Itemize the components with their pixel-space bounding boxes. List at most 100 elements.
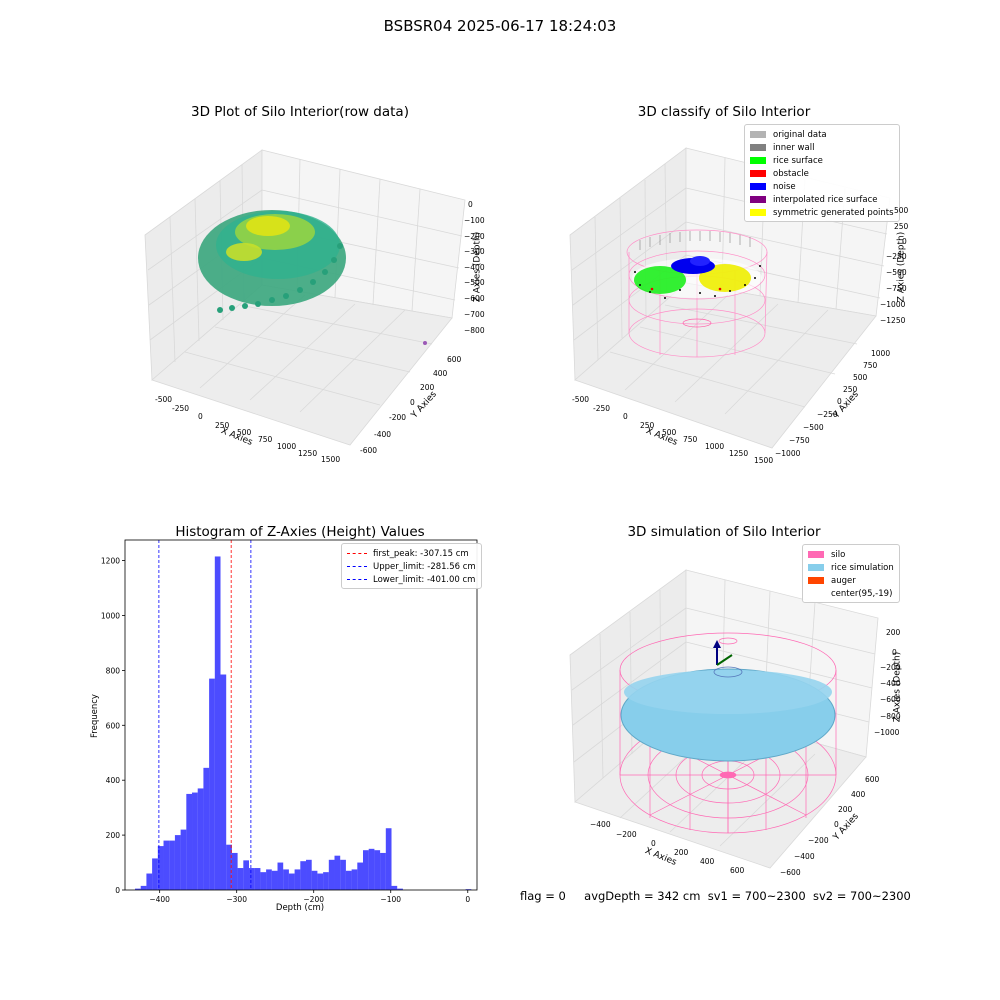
legend-item-interpolated: interpolated rice surface	[750, 193, 894, 206]
histogram-bar	[157, 846, 164, 890]
legend-swatch	[750, 196, 766, 203]
legend-item-obstacle: obstacle	[750, 167, 894, 180]
histogram-x-label: Depth (cm)	[275, 903, 325, 913]
legend-swatch	[750, 209, 766, 216]
legend-swatch	[808, 577, 824, 584]
legend-item-lower-limit: Lower_limit: -401.00 cm	[347, 573, 476, 586]
simulation-z-label: Z Axies (Depth)	[892, 651, 903, 723]
histogram-bar	[317, 873, 324, 890]
histogram-bar	[192, 792, 198, 890]
legend-swatch	[750, 183, 766, 190]
raw-z-label: Z Axies (Depth)	[472, 231, 483, 303]
histogram-bar	[163, 840, 170, 890]
histogram-bar	[311, 870, 318, 890]
histogram-title: Histogram of Z-Axies (Height) Values	[175, 524, 425, 540]
histogram-bar	[209, 678, 215, 890]
histogram-bar	[135, 888, 141, 890]
legend-line	[347, 579, 367, 580]
histogram-bar	[283, 869, 289, 890]
histogram-bar	[391, 885, 398, 890]
y-tick-label: 200	[106, 831, 121, 840]
simulation-silo-wire	[619, 632, 837, 834]
histogram-bar	[174, 835, 181, 890]
legend-line	[347, 566, 367, 567]
x-tick-label: 0	[465, 895, 470, 904]
y-tick-label: 800	[106, 666, 121, 675]
histogram-bar	[197, 788, 204, 890]
classify-plot-title: 3D classify of Silo Interior	[637, 104, 811, 120]
histogram-bar	[260, 872, 267, 890]
classify-silo-wire	[626, 229, 768, 358]
histogram-bar	[140, 885, 147, 890]
y-tick-label: 1200	[101, 557, 120, 566]
histogram-bar	[266, 869, 272, 890]
x-tick-label: −300	[226, 895, 247, 904]
histogram-bar	[465, 889, 472, 890]
legend-swatch	[808, 590, 824, 597]
legend-swatch	[750, 131, 766, 138]
histogram-bar	[380, 852, 386, 890]
legend-item-upper-limit: Upper_limit: -281.56 cm	[347, 560, 476, 573]
histogram-bar	[226, 844, 232, 890]
x-tick-label: −400	[149, 895, 170, 904]
histogram-bar	[146, 873, 153, 890]
sv2-value: sv2 = 700~2300	[812, 889, 911, 903]
legend-item-center: center(95,-19)	[808, 587, 894, 600]
classify-inner-wall	[639, 231, 751, 250]
classify-z-label: Z Axies (Depth)	[896, 231, 907, 303]
flag-value: flag = 0	[520, 889, 566, 903]
histogram-bar	[152, 858, 158, 890]
histogram-bar	[214, 556, 221, 890]
histogram-bar	[169, 840, 175, 890]
raw-plot-title: 3D Plot of Silo Interior(row data)	[191, 104, 409, 120]
legend-item-first-peak: first_peak: -307.15 cm	[347, 547, 476, 560]
simulation-auger-axes	[713, 640, 733, 666]
classify-surface-points	[632, 256, 762, 299]
legend-swatch	[808, 551, 824, 558]
simulation-x-label: X Axies	[643, 846, 678, 868]
simulation-legend: silo rice simulation auger center(95,-19…	[802, 544, 900, 603]
simulation-rice-surface	[620, 666, 836, 762]
figure-title: BSBSR04 2025-06-17 18:24:03	[383, 17, 617, 35]
histogram-bar	[243, 860, 250, 890]
legend-swatch	[750, 157, 766, 164]
histogram-bar	[334, 855, 341, 890]
simulation-3d-axes-box	[569, 569, 879, 869]
legend-item-original-data: original data	[750, 128, 894, 141]
legend-line	[347, 553, 367, 554]
legend-item-rice-simulation: rice simulation	[808, 561, 894, 574]
histogram-bar	[368, 848, 375, 890]
simulation-plot-title: 3D simulation of Silo Interior	[627, 524, 821, 540]
histogram-bar	[249, 868, 255, 890]
histogram-bar	[323, 872, 329, 890]
histogram-bar	[340, 859, 346, 890]
legend-swatch	[808, 564, 824, 571]
histogram-bar	[254, 868, 261, 890]
legend-item-noise: noise	[750, 180, 894, 193]
histogram-bar	[231, 852, 238, 890]
legend-item-silo: silo	[808, 548, 894, 561]
raw-point-cloud	[198, 210, 427, 345]
histogram-bar	[203, 767, 210, 890]
histogram-bar	[186, 793, 193, 890]
legend-item-auger: auger	[808, 574, 894, 587]
histogram-bar	[345, 870, 352, 890]
histogram-bar	[363, 850, 369, 890]
histogram-bar	[357, 862, 364, 890]
histogram-legend: first_peak: -307.15 cm Upper_limit: -281…	[341, 543, 482, 589]
histogram-bar	[300, 861, 307, 890]
histogram-bar	[180, 829, 187, 890]
y-tick-label: 400	[106, 776, 121, 785]
legend-item-inner-wall: inner wall	[750, 141, 894, 154]
histogram-bar	[271, 870, 278, 890]
raw-3d-axes-box	[144, 149, 466, 446]
histogram-bar	[328, 859, 335, 890]
histogram-y-label: Frequency	[90, 694, 100, 738]
classify-legend: original data inner wall rice surface ob…	[744, 124, 900, 222]
histogram-bar	[277, 862, 284, 890]
y-tick-label: 1000	[101, 611, 120, 620]
status-line: flag = 0 avgDepth = 342 cm sv1 = 700~230…	[520, 889, 911, 903]
histogram-bar	[294, 869, 301, 890]
x-tick-label: −100	[380, 895, 401, 904]
histogram-bar	[220, 674, 227, 890]
